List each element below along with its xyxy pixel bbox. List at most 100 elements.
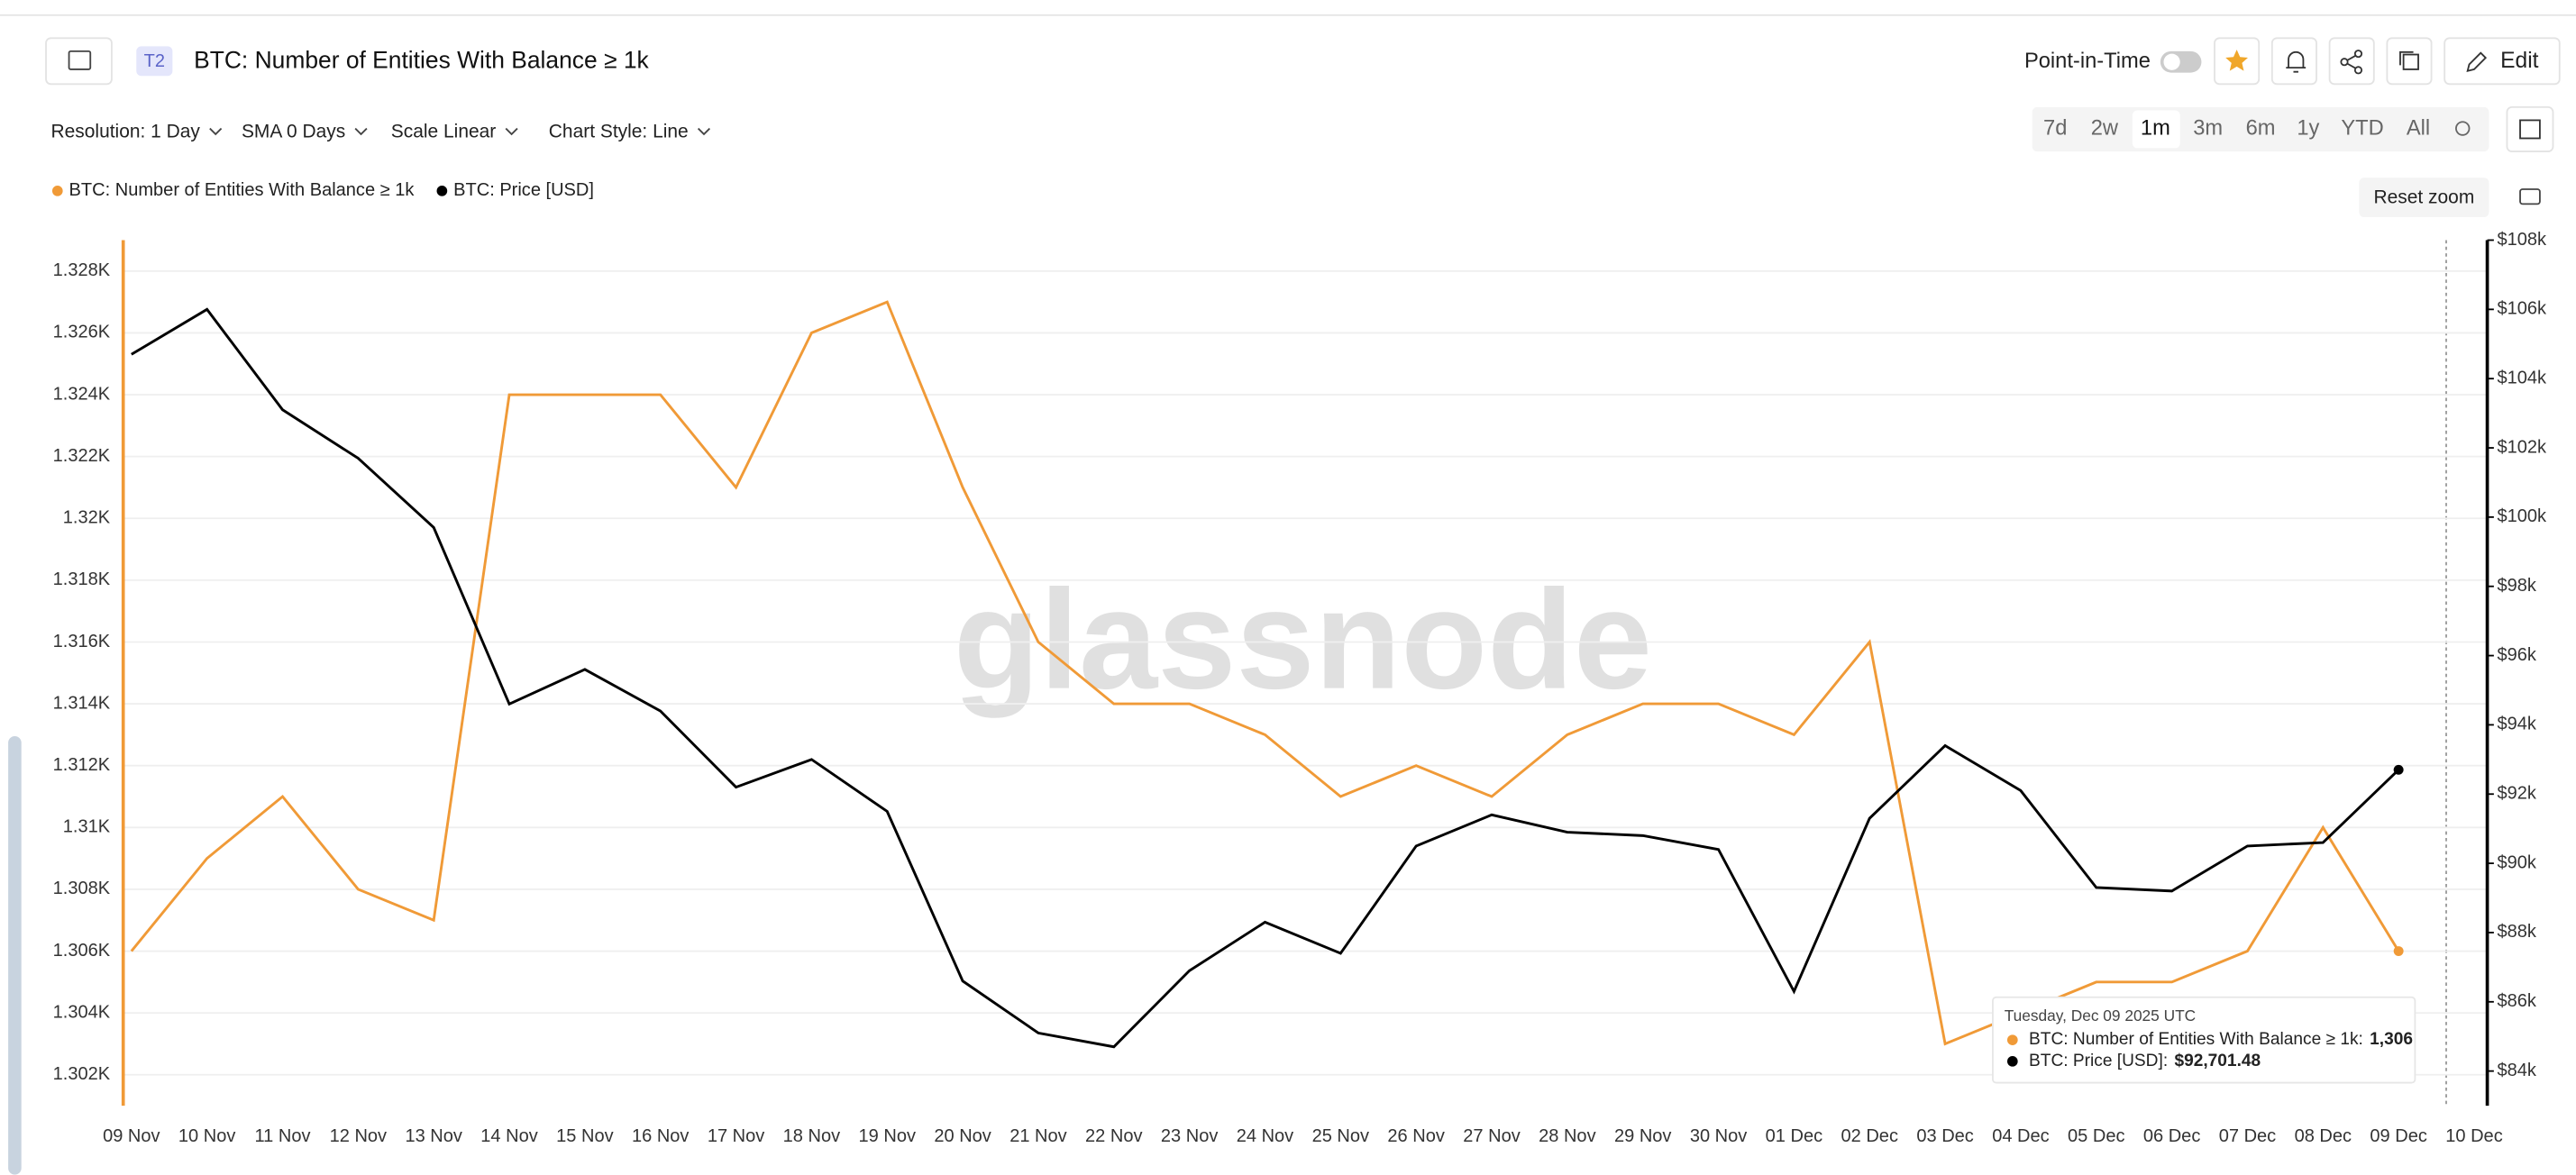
share-dot [2353, 66, 2363, 75]
copy-icon [2402, 53, 2419, 70]
camera-icon[interactable] [2519, 188, 2541, 205]
x-tick-label: 15 Nov [556, 1126, 613, 1146]
control[interactable]: Resolution: 1 Day [51, 122, 201, 142]
range-selected [2132, 110, 2180, 149]
y2-tick-label: $100k [2498, 506, 2548, 526]
x-tick-label: 05 Dec [2068, 1126, 2124, 1146]
watermark: glassnode [954, 561, 1652, 719]
edit-label: Edit [2500, 49, 2539, 73]
x-tick-label: 14 Nov [480, 1126, 537, 1146]
x-tick-label: 04 Dec [1992, 1126, 2049, 1146]
y-tick-label: 1.314K [53, 693, 111, 713]
x-tick-label: 10 Nov [178, 1126, 235, 1146]
y2-tick-label: $108k [2498, 230, 2548, 250]
control[interactable]: Scale Linear [391, 122, 497, 142]
y-tick-label: 1.308K [53, 879, 111, 898]
y2-tick-label: $98k [2498, 576, 2537, 596]
y-tick-label: 1.306K [53, 941, 111, 961]
x-tick-label: 09 Nov [103, 1126, 160, 1146]
x-tick-label: 10 Dec [2445, 1126, 2502, 1146]
legend-marker [436, 185, 448, 196]
y-tick-label: 1.324K [53, 384, 111, 404]
range-option[interactable]: YTD [2341, 117, 2383, 141]
copy-button[interactable] [2386, 37, 2433, 86]
share-button[interactable] [2328, 37, 2375, 86]
x-tick-label: 03 Dec [1916, 1126, 1973, 1146]
reset-zoom-button[interactable] [2359, 178, 2489, 217]
range-option[interactable]: 6m [2246, 117, 2276, 141]
y2-tick-label: $86k [2498, 991, 2537, 1011]
bell-icon [2286, 50, 2307, 73]
legend-label[interactable]: BTC: Price [USD] [453, 180, 594, 200]
copy-icon [2399, 50, 2414, 66]
tooltip-row: BTC: Number of Entities With Balance ≥ 1… [2029, 1030, 2413, 1049]
y2-tick-label: $106k [2498, 299, 2548, 319]
y-tick-label: 1.312K [53, 755, 111, 775]
chart-title: BTC: Number of Entities With Balance ≥ 1… [194, 47, 649, 74]
y-tick-label: 1.322K [53, 446, 111, 466]
x-tick-label: 08 Dec [2295, 1126, 2352, 1146]
range-option[interactable]: 2w [2091, 117, 2119, 141]
x-tick-label: 23 Nov [1161, 1126, 1218, 1146]
range-option[interactable]: 7d [2043, 117, 2067, 141]
range-option[interactable]: 3m [2193, 117, 2223, 141]
x-tick-label: 25 Nov [1312, 1126, 1369, 1146]
y2-tick-label: $90k [2498, 852, 2537, 872]
range-option[interactable]: All [2407, 117, 2430, 141]
tooltip-sep: : [2163, 1052, 2168, 1070]
x-tick-label: 12 Nov [330, 1126, 387, 1146]
chevron [505, 127, 518, 136]
x-tick-label: 16 Nov [632, 1126, 689, 1146]
tooltip-name: BTC: Number of Entities With Balance ≥ 1… [2029, 1030, 2359, 1049]
toggle-knob [2163, 53, 2180, 70]
x-tick-label: 21 Nov [1009, 1126, 1066, 1146]
y2-tick-label: $88k [2498, 922, 2537, 942]
tooltip-value: 1,306 [2370, 1030, 2413, 1049]
x-tick-label: 20 Nov [934, 1126, 991, 1146]
x-tick-label: 26 Nov [1387, 1126, 1444, 1146]
y2-tick-label: $92k [2498, 784, 2537, 804]
x-tick-label: 01 Dec [1766, 1126, 1822, 1146]
edit-button[interactable] [2444, 37, 2561, 86]
legend-label[interactable]: BTC: Number of Entities With Balance ≥ 1… [69, 180, 416, 200]
alert-button[interactable] [2270, 37, 2317, 86]
point [2393, 764, 2404, 775]
y-tick-label: 1.318K [53, 569, 111, 589]
x-tick-label: 18 Nov [783, 1126, 840, 1146]
chevron [354, 127, 368, 136]
y2-tick-label: $84k [2498, 1061, 2537, 1080]
x-tick-label: 29 Nov [1614, 1126, 1671, 1146]
reset-zoom-label: Reset zoom [2374, 187, 2475, 208]
point [2393, 946, 2404, 957]
x-tick-label: 22 Nov [1085, 1126, 1142, 1146]
calendar-button[interactable] [2506, 105, 2554, 152]
control[interactable]: Chart Style: Line [549, 122, 689, 142]
share-dot [2353, 50, 2363, 59]
y2-tick-label: $104k [2498, 368, 2548, 387]
y2-tick-label: $96k [2498, 645, 2537, 665]
y-tick-label: 1.302K [53, 1064, 111, 1084]
tooltip [1992, 996, 2416, 1084]
badge-bg [136, 46, 173, 77]
chevron [697, 127, 711, 136]
zoom-icon [2455, 121, 2471, 136]
tooltip-title: Tuesday, Dec 09 2025 UTC [2005, 1006, 2196, 1025]
scrollbar[interactable] [8, 735, 22, 1175]
x-tick-label: 07 Dec [2219, 1126, 2276, 1146]
y-tick-label: 1.326K [53, 323, 111, 342]
y-tick-label: 1.32K [63, 508, 111, 528]
x-tick-label: 02 Dec [1841, 1126, 1898, 1146]
sidebar-toggle[interactable] [45, 37, 113, 86]
tooltip-marker [2006, 1056, 2018, 1067]
y2-tick-label: $102k [2498, 437, 2548, 457]
control[interactable]: SMA 0 Days [242, 122, 345, 142]
point-in-time-label: Point-in-Time [2024, 50, 2151, 73]
range-option[interactable]: 1y [2297, 117, 2319, 141]
range-option[interactable]: 1m [2141, 117, 2170, 141]
star-icon [2225, 50, 2249, 71]
x-tick-label: 09 Dec [2370, 1126, 2426, 1146]
tooltip-value: $92,701.48 [2174, 1052, 2261, 1070]
legend-marker [51, 185, 63, 196]
tooltip-sep: : [2359, 1030, 2363, 1049]
